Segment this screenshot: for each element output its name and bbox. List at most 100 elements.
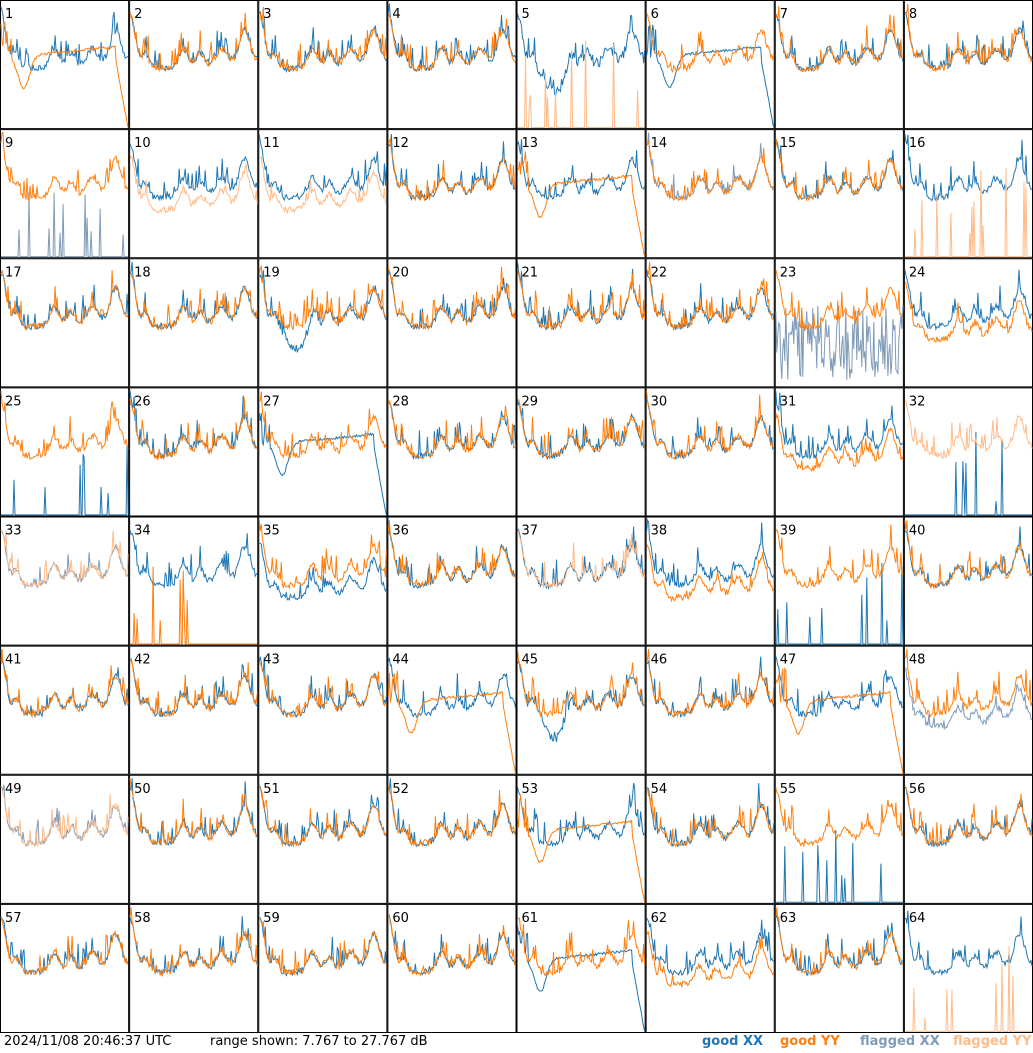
series-yy: [646, 13, 775, 73]
panel-63: 63: [774, 903, 904, 1033]
panel-57: 57: [0, 903, 130, 1033]
panel-25: 25: [0, 387, 130, 517]
panel-label: 49: [5, 782, 22, 797]
series-yy: [258, 519, 387, 590]
panel-label: 25: [5, 394, 22, 409]
panel-frame: [903, 0, 1033, 130]
series-yy: [775, 907, 904, 977]
panel-46: 46: [645, 645, 775, 775]
panel-label: 21: [522, 265, 539, 280]
series-yy: [387, 399, 516, 459]
series-xx: [904, 133, 1033, 202]
series-yy: [259, 6, 387, 72]
panel-frame: [258, 258, 388, 388]
series-xx: [775, 656, 904, 718]
panel-frame: [0, 0, 130, 130]
panel-label: 17: [5, 265, 22, 280]
panel-31: 31: [774, 387, 904, 517]
panel-label: 4: [392, 7, 400, 22]
panel-frame: [516, 387, 646, 517]
panel-42: 42: [129, 645, 259, 775]
series-yy: [387, 914, 516, 977]
panel-label: 15: [780, 136, 797, 151]
series-xx: [0, 916, 129, 976]
footer: 2024/11/08 20:46:37 UTC range shown: 7.7…: [0, 1033, 1033, 1053]
panel-label: 59: [263, 911, 280, 926]
series-yy: [904, 787, 1033, 848]
panel-frame: [129, 903, 259, 1033]
series-xx: [517, 526, 646, 590]
panel-20: 20: [387, 258, 517, 388]
series-xx: [129, 261, 258, 331]
panel-frame: [516, 645, 646, 775]
series-yy: [129, 12, 258, 73]
panel-56: 56: [903, 774, 1033, 904]
series-xx: [258, 656, 387, 718]
panel-frame: [387, 903, 517, 1033]
panel-21: 21: [516, 258, 646, 388]
panel-58: 58: [129, 903, 259, 1033]
panel-27: 27: [258, 387, 388, 517]
panel-44: 44: [387, 645, 517, 775]
panel-label: 27: [263, 394, 280, 409]
panel-frame: [258, 774, 388, 904]
series-xx: [259, 542, 387, 602]
panel-frame: [129, 516, 259, 646]
panel-label: 36: [392, 524, 409, 539]
legend-flagged-yy: flagged YY: [953, 1034, 1032, 1049]
panel-13: 13: [516, 129, 646, 259]
series-xx: [646, 399, 775, 460]
legend-good-xx: good XX: [702, 1034, 764, 1049]
panel-label: 48: [909, 653, 926, 668]
panel-38: 38: [645, 516, 775, 646]
panel-label: 45: [522, 653, 539, 668]
series-yy: [129, 272, 258, 332]
panel-label: 51: [263, 782, 280, 797]
series-yy: [646, 390, 775, 460]
panel-frame: [774, 516, 904, 646]
panel-label: 61: [522, 911, 539, 926]
panel-frame: [774, 129, 904, 259]
series-xx: [0, 273, 129, 331]
series-yy: [904, 400, 1033, 459]
series-xx: [258, 134, 387, 202]
panel-label: 56: [909, 782, 926, 797]
panel-label: 23: [780, 265, 797, 280]
series-yy: [775, 137, 904, 202]
series-yy: [517, 151, 646, 257]
panel-label: 35: [263, 524, 280, 539]
panel-48: 48: [903, 645, 1033, 775]
panel-label: 14: [651, 136, 668, 151]
series-yy: [646, 786, 774, 848]
panel-label: 24: [909, 265, 926, 280]
panel-label: 32: [909, 394, 926, 409]
panel-59: 59: [258, 903, 388, 1033]
panel-2: 2: [129, 0, 259, 130]
panel-label: 63: [780, 911, 797, 926]
panel-52: 52: [387, 774, 517, 904]
panel-frame: [387, 0, 517, 130]
panel-26: 26: [129, 387, 259, 517]
panel-label: 13: [522, 136, 539, 151]
series-yy: [387, 520, 516, 588]
panel-frame: [0, 774, 130, 904]
panel-34: 34: [129, 516, 259, 646]
panel-62: 62: [645, 903, 775, 1033]
series-xx: [646, 24, 775, 128]
panel-frame: [774, 387, 904, 517]
series-yy: [258, 786, 387, 848]
panel-label: 1: [5, 7, 13, 22]
series-xx: [259, 785, 387, 848]
panel-frame: [516, 516, 646, 646]
series-xx: [517, 925, 646, 1032]
series-xx: [387, 657, 516, 718]
panel-frame: [645, 645, 775, 775]
panel-frame: [129, 258, 259, 388]
panel-14: 14: [645, 129, 775, 259]
panel-23: 23: [774, 258, 904, 388]
panel-frame: [774, 645, 904, 775]
series-xx: [258, 412, 387, 516]
legend-good-yy: good YY: [780, 1034, 840, 1049]
panel-frame: [387, 645, 517, 775]
panel-1: 1: [0, 0, 130, 130]
